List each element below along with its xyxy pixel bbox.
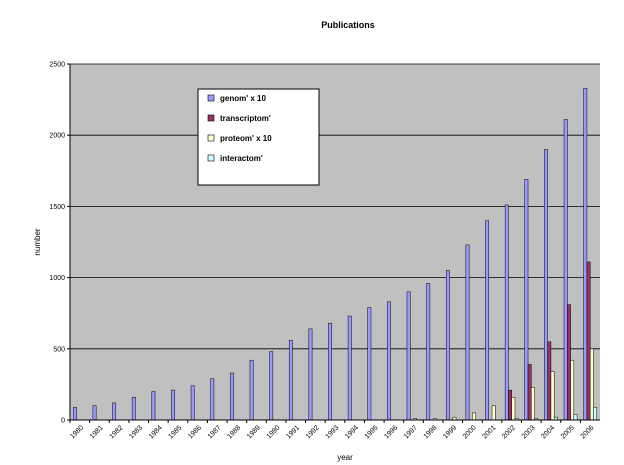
plot-area — [70, 64, 600, 420]
x-tick-label: 2001 — [481, 424, 497, 440]
x-tick-label: 1991 — [285, 424, 301, 440]
x-tick-label: 2005 — [560, 424, 576, 440]
x-tick-label: 1994 — [344, 424, 360, 440]
legend-swatch — [207, 94, 215, 102]
x-tick-label: 1999 — [442, 424, 458, 440]
bar — [586, 261, 591, 421]
x-tick-label: 2000 — [462, 424, 478, 440]
x-axis-ticks: 1980 1981 1982 1983 1984 1985 1986 1987 1988 1989… — [69, 420, 596, 440]
x-tick-label: 2002 — [501, 424, 517, 440]
x-tick-label: 1985 — [167, 424, 183, 440]
bar — [445, 270, 450, 421]
x-tick-label: 1998 — [423, 424, 439, 440]
x-tick-label: 1980 — [69, 424, 85, 440]
bar — [485, 220, 490, 421]
legend-box — [197, 88, 320, 186]
bar — [230, 372, 234, 421]
bar — [550, 371, 555, 421]
bar — [589, 348, 594, 421]
legend-label: transcriptom' — [220, 114, 271, 123]
x-tick-label: 2006 — [580, 424, 596, 440]
bar — [112, 402, 117, 421]
y-tick-label: 1000 — [49, 275, 65, 282]
bar — [465, 244, 470, 421]
bar — [593, 406, 597, 421]
bar — [508, 389, 512, 421]
bar — [570, 359, 575, 421]
bar — [367, 307, 372, 421]
x-tick-label: 2003 — [521, 424, 537, 440]
bar — [73, 406, 77, 421]
bar — [472, 412, 476, 421]
x-tick-label: 1983 — [128, 424, 144, 440]
y-axis-ticks: 0 500 1000 1500 2000 2500 — [49, 62, 70, 425]
x-tick-label: 1986 — [187, 424, 203, 440]
x-tick-label: 1987 — [207, 424, 223, 440]
bar — [288, 340, 293, 421]
y-tick-label: 500 — [53, 346, 65, 353]
bar — [387, 301, 391, 421]
x-tick-label: 1989 — [246, 424, 262, 440]
bar — [406, 291, 411, 421]
bar — [504, 204, 509, 421]
x-tick-label: 1984 — [148, 424, 164, 440]
legend-label: interactom' — [220, 154, 263, 163]
legend-label: proteom' x 10 — [220, 134, 272, 143]
y-tick-label: 1500 — [49, 204, 65, 211]
bar — [511, 396, 516, 421]
legend-items: genom' x 10 transcriptom' proteom' x 10 int… — [207, 94, 272, 163]
x-tick-label: 1995 — [364, 424, 380, 440]
bar — [527, 364, 532, 421]
bar — [573, 414, 578, 421]
x-tick-label: 1982 — [109, 424, 125, 440]
bar — [531, 386, 535, 421]
bar — [190, 385, 195, 421]
y-tick-label: 0 — [61, 418, 65, 425]
bar — [544, 149, 548, 421]
x-axis-label: year — [337, 453, 353, 462]
gridlines — [70, 63, 600, 350]
bar — [563, 119, 568, 421]
y-tick-label: 2500 — [49, 62, 65, 69]
x-tick-label: 1981 — [89, 424, 105, 440]
legend-swatch — [207, 114, 215, 122]
x-tick-label: 1996 — [383, 424, 399, 440]
bar — [131, 396, 136, 421]
bar — [567, 304, 571, 421]
bar — [491, 405, 496, 421]
bar — [583, 87, 588, 421]
bar — [547, 341, 552, 421]
bar — [210, 378, 215, 421]
x-tick-label: 1990 — [266, 424, 282, 440]
bar — [328, 322, 332, 421]
x-tick-label: 1993 — [324, 424, 340, 440]
bars — [73, 87, 597, 421]
legend-swatch — [207, 134, 215, 142]
x-tick-label: 1992 — [305, 424, 321, 440]
x-tick-label: 2004 — [540, 424, 556, 440]
x-tick-label: 1997 — [403, 424, 419, 440]
y-axis-label: number — [33, 228, 42, 255]
bar — [269, 351, 274, 421]
chart-title: Publications — [321, 20, 375, 30]
bar — [151, 391, 156, 421]
bar — [524, 179, 529, 421]
x-tick-label: 1988 — [226, 424, 242, 440]
bar — [249, 359, 254, 421]
bar — [347, 315, 352, 421]
legend-swatch — [207, 154, 215, 162]
bar — [308, 328, 313, 421]
bar — [92, 405, 97, 421]
bar — [171, 389, 175, 421]
legend-label: genom' x 10 — [220, 94, 266, 103]
bar — [426, 283, 431, 421]
legend: genom' x 10 transcriptom' proteom' x 10 int… — [197, 88, 320, 186]
y-tick-label: 2000 — [49, 133, 65, 140]
